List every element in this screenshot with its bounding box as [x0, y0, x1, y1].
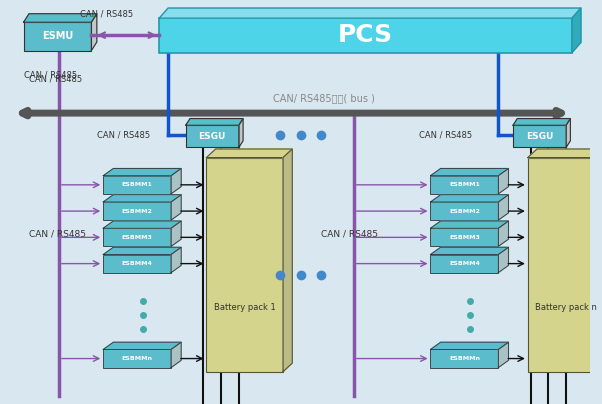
Polygon shape — [566, 119, 570, 147]
Text: ESBMMn: ESBMMn — [449, 356, 480, 361]
Polygon shape — [23, 14, 97, 22]
Polygon shape — [498, 221, 509, 246]
Text: CAN/ RS485总线( bus ): CAN/ RS485总线( bus ) — [273, 93, 375, 103]
Polygon shape — [103, 195, 181, 202]
Text: Battery pack n: Battery pack n — [535, 303, 597, 312]
Polygon shape — [430, 168, 509, 176]
Bar — [103, 255, 171, 273]
Bar — [206, 158, 283, 372]
Polygon shape — [103, 168, 181, 176]
Bar — [430, 202, 498, 220]
Text: ESBMM1: ESBMM1 — [449, 182, 480, 187]
Polygon shape — [498, 247, 509, 273]
Text: CAN / RS485: CAN / RS485 — [29, 230, 87, 239]
Polygon shape — [430, 221, 509, 228]
Text: ESBMM2: ESBMM2 — [449, 208, 480, 214]
Bar — [103, 349, 171, 368]
Bar — [430, 349, 498, 368]
Polygon shape — [171, 195, 181, 220]
Bar — [103, 176, 171, 194]
Polygon shape — [171, 168, 181, 194]
Bar — [430, 176, 498, 194]
Text: ESBMMn: ESBMMn — [122, 356, 153, 361]
Polygon shape — [159, 8, 581, 18]
Polygon shape — [186, 119, 243, 125]
Bar — [430, 228, 498, 246]
Polygon shape — [171, 342, 181, 368]
Text: CAN / RS485: CAN / RS485 — [321, 230, 379, 239]
FancyBboxPatch shape — [159, 18, 572, 53]
Text: ESBMM3: ESBMM3 — [449, 235, 480, 240]
Polygon shape — [206, 149, 292, 158]
Polygon shape — [498, 168, 509, 194]
Polygon shape — [430, 195, 509, 202]
Polygon shape — [103, 247, 181, 255]
Polygon shape — [103, 221, 181, 228]
Polygon shape — [572, 8, 581, 53]
FancyBboxPatch shape — [23, 22, 92, 50]
Polygon shape — [283, 149, 292, 372]
FancyBboxPatch shape — [513, 125, 566, 147]
Text: CAN / RS485: CAN / RS485 — [79, 10, 132, 19]
Text: Battery pack 1: Battery pack 1 — [214, 303, 276, 312]
Text: CAN / RS485: CAN / RS485 — [29, 74, 82, 83]
Polygon shape — [171, 247, 181, 273]
Text: ESBMM4: ESBMM4 — [122, 261, 152, 266]
Polygon shape — [430, 247, 509, 255]
Text: CAN / RS485: CAN / RS485 — [23, 70, 76, 79]
Text: CAN / RS485: CAN / RS485 — [98, 131, 150, 140]
Bar — [528, 158, 602, 372]
FancyBboxPatch shape — [186, 125, 239, 147]
Text: PCS: PCS — [338, 23, 393, 47]
Polygon shape — [239, 119, 243, 147]
Polygon shape — [171, 221, 181, 246]
Bar — [430, 255, 498, 273]
Text: ESBMM1: ESBMM1 — [122, 182, 152, 187]
Text: ESGU: ESGU — [526, 132, 553, 141]
Polygon shape — [498, 342, 509, 368]
Text: ESBMM4: ESBMM4 — [449, 261, 480, 266]
Bar — [103, 228, 171, 246]
Text: ESMU: ESMU — [42, 32, 73, 41]
Polygon shape — [498, 195, 509, 220]
Text: ESBMM3: ESBMM3 — [122, 235, 152, 240]
Polygon shape — [513, 119, 570, 125]
Bar — [103, 202, 171, 220]
Text: ESBMM2: ESBMM2 — [122, 208, 152, 214]
Text: CAN / RS485: CAN / RS485 — [419, 131, 472, 140]
Polygon shape — [528, 149, 602, 158]
Polygon shape — [430, 342, 509, 349]
Polygon shape — [92, 14, 97, 50]
Polygon shape — [103, 342, 181, 349]
Text: ESGU: ESGU — [199, 132, 226, 141]
